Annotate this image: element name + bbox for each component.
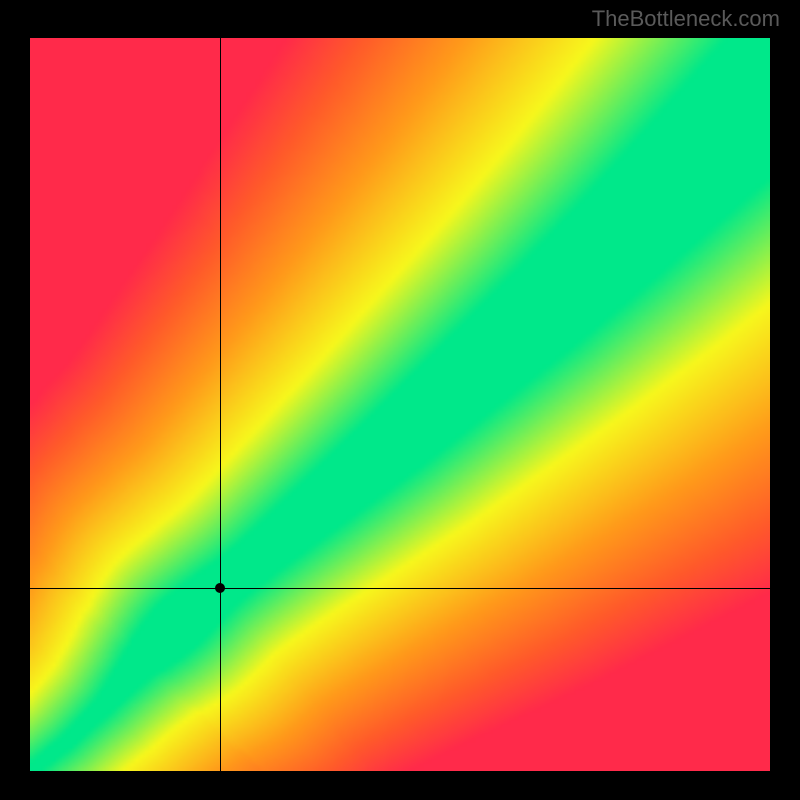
attribution-text: TheBottleneck.com [592,6,780,32]
heatmap-canvas [30,38,770,771]
chart-container: TheBottleneck.com [0,0,800,800]
crosshair-marker [215,583,225,593]
heatmap-plot [30,38,770,771]
crosshair-vertical [220,38,221,771]
crosshair-horizontal [30,588,770,589]
